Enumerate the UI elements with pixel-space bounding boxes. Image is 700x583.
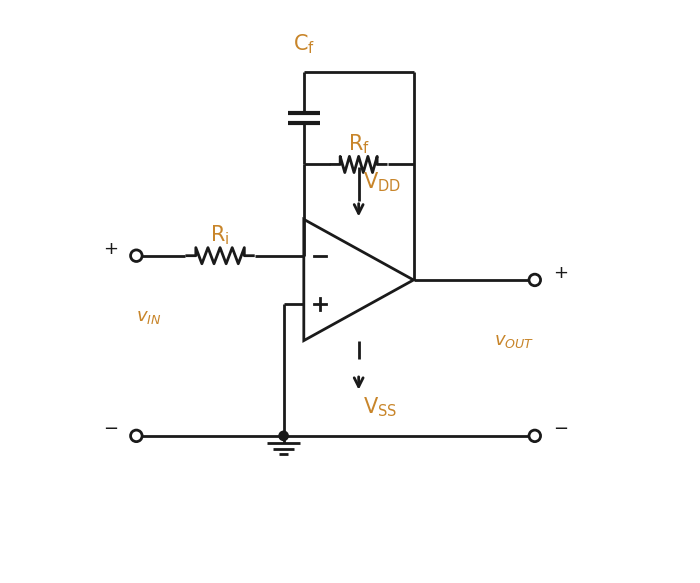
Text: $v_{OUT}$: $v_{OUT}$ (494, 332, 535, 350)
Text: V$_{\mathrm{DD}}$: V$_{\mathrm{DD}}$ (363, 170, 401, 194)
Text: C$_\mathrm{f}$: C$_\mathrm{f}$ (293, 32, 315, 56)
Text: V$_{\mathrm{SS}}$: V$_{\mathrm{SS}}$ (363, 395, 398, 419)
Text: R$_\mathrm{i}$: R$_\mathrm{i}$ (210, 223, 230, 247)
Text: −: − (103, 420, 118, 438)
Text: R$_\mathrm{f}$: R$_\mathrm{f}$ (348, 132, 370, 156)
Text: $v_{IN}$: $v_{IN}$ (136, 308, 162, 326)
Circle shape (279, 431, 288, 441)
Text: +: + (553, 264, 568, 282)
Text: −: − (553, 420, 568, 438)
Text: +: + (103, 240, 118, 258)
